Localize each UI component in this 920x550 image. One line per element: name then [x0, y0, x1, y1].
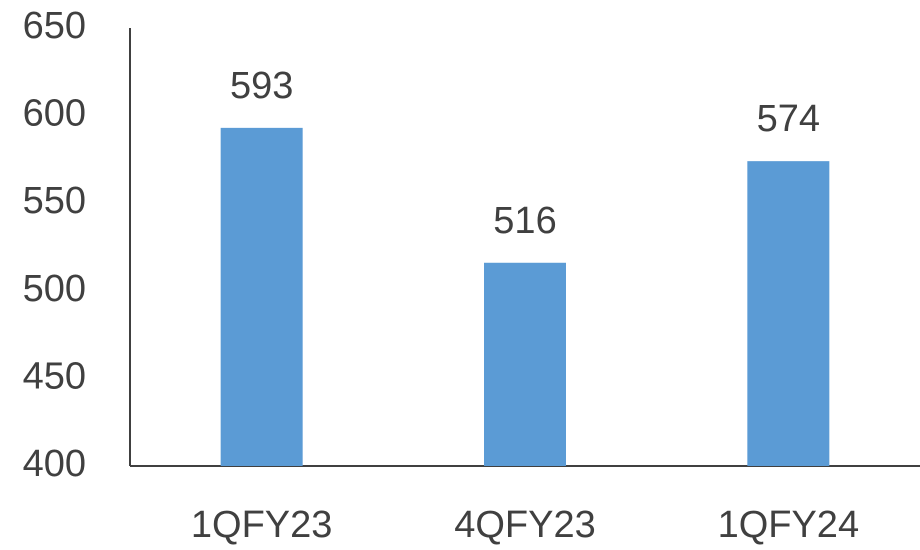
data-label: 516	[493, 200, 556, 242]
data-label: 593	[230, 65, 293, 107]
y-tick-label: 450	[23, 355, 86, 397]
x-tick-label: 4QFY23	[454, 504, 596, 546]
x-tick-label: 1QFY23	[191, 504, 333, 546]
x-tick-label: 1QFY24	[718, 504, 860, 546]
bar	[220, 127, 303, 466]
data-label: 574	[757, 98, 820, 140]
y-tick-label: 650	[23, 5, 86, 47]
y-tick-label: 550	[23, 180, 86, 222]
y-tick-label: 400	[23, 443, 86, 485]
y-tick-label: 600	[23, 93, 86, 135]
bar	[747, 161, 830, 467]
bar	[484, 262, 566, 466]
y-tick-label: 500	[23, 268, 86, 310]
